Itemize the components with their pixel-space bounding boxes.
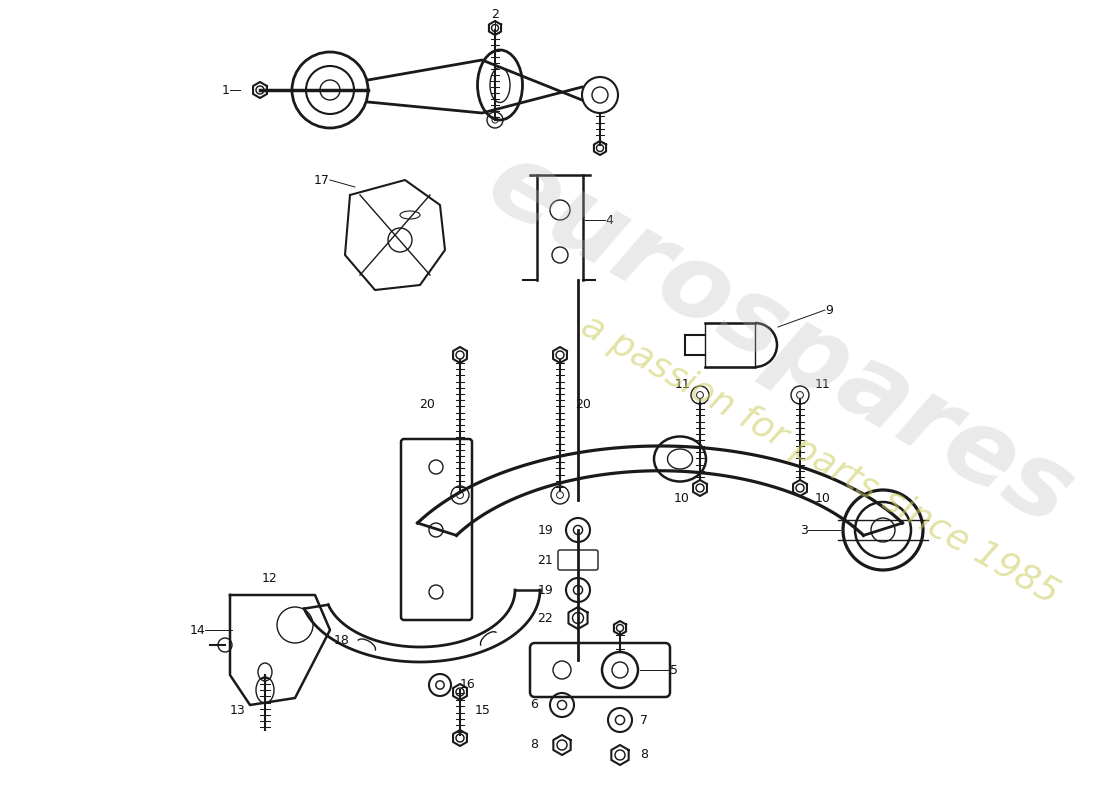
Text: 10: 10 [674, 491, 690, 505]
Text: 4: 4 [605, 214, 613, 226]
Text: 15: 15 [475, 703, 491, 717]
Text: a passion for parts since 1985: a passion for parts since 1985 [575, 309, 1065, 611]
Text: 2: 2 [491, 9, 499, 22]
Text: 1: 1 [222, 83, 230, 97]
Text: eurospares: eurospares [470, 132, 1090, 548]
Text: 20: 20 [419, 398, 435, 411]
Text: 8: 8 [530, 738, 538, 751]
Text: 13: 13 [229, 703, 245, 717]
Text: 3: 3 [800, 523, 808, 537]
Text: 17: 17 [315, 174, 330, 186]
Text: 11: 11 [815, 378, 830, 391]
Text: 7: 7 [640, 714, 648, 726]
Text: 22: 22 [537, 611, 553, 625]
Text: 19: 19 [537, 583, 553, 597]
Text: 14: 14 [189, 623, 205, 637]
Text: 6: 6 [530, 698, 538, 711]
Text: 21: 21 [537, 554, 553, 566]
Text: 18: 18 [334, 634, 350, 646]
Text: 16: 16 [460, 678, 475, 691]
Text: 12: 12 [262, 571, 278, 585]
Text: 5: 5 [670, 663, 678, 677]
Text: 9: 9 [825, 303, 833, 317]
Text: 20: 20 [575, 398, 591, 411]
Text: 19: 19 [537, 523, 553, 537]
Text: 11: 11 [674, 378, 690, 391]
Text: 10: 10 [815, 491, 830, 505]
Text: 8: 8 [640, 749, 648, 762]
